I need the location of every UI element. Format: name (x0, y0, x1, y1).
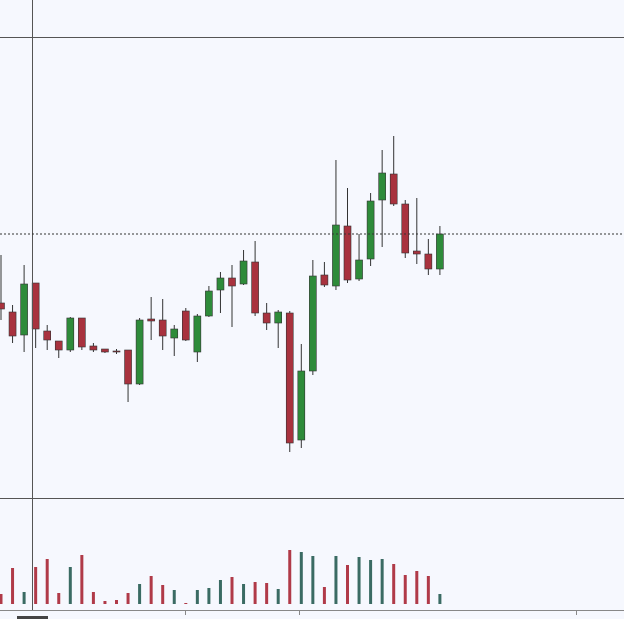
volume-bar (288, 550, 292, 604)
volume-bar (242, 584, 246, 604)
candle-body (355, 259, 363, 280)
volume-bar (161, 585, 165, 604)
candle-body (332, 224, 340, 287)
candle-body (8, 311, 17, 337)
candle-body (366, 200, 375, 260)
volume-bar (184, 603, 188, 604)
volume-bar (426, 576, 430, 604)
candle-body (297, 370, 306, 441)
volume-bar (195, 590, 199, 604)
volume-bar (45, 559, 49, 604)
candle-body (193, 315, 202, 353)
volume-bar (276, 589, 280, 604)
candle-body (182, 310, 190, 341)
candle-body (78, 317, 86, 348)
candle-body (436, 233, 444, 270)
volume-bar (438, 594, 442, 604)
volume-bar (392, 564, 396, 604)
candle-body (239, 260, 248, 285)
candle-body (43, 330, 52, 341)
volume-bar (334, 556, 338, 604)
volume-bar (311, 556, 315, 604)
candle-body (424, 253, 433, 270)
volume-bar (265, 583, 269, 604)
volume-bar (230, 577, 234, 604)
candle-body (412, 250, 421, 255)
candle-body (378, 172, 386, 201)
volume-bar (57, 593, 61, 604)
volume-bar (115, 600, 118, 604)
candle-body (285, 312, 294, 444)
volume-bar (22, 592, 26, 604)
volume-bar (369, 560, 373, 604)
candles (0, 136, 444, 604)
volume-bar (68, 567, 72, 604)
volume-bar (299, 552, 303, 604)
volume-bar (218, 580, 222, 604)
candle-body (309, 275, 317, 372)
candle-body (31, 282, 40, 330)
volume-bar (346, 565, 349, 604)
candle-body (251, 261, 259, 314)
volume-bar (357, 557, 361, 604)
candle-body (320, 274, 329, 286)
volume-bar (11, 568, 15, 604)
volume-bar (80, 555, 84, 604)
candle-body (228, 277, 236, 287)
volume-bar (138, 584, 142, 604)
volume-bar (403, 575, 407, 604)
candle-body (401, 203, 410, 254)
candle-body (66, 317, 75, 351)
volume-bar (103, 601, 107, 604)
volume-bar (91, 592, 95, 604)
candle-body (135, 319, 144, 385)
candle-body (343, 225, 352, 281)
scroll-handle[interactable] (17, 616, 48, 619)
candle-body (101, 348, 109, 353)
candle-body (205, 290, 213, 317)
volume-bar (34, 567, 38, 604)
candle-body (274, 311, 283, 324)
volume-bar (149, 576, 153, 604)
candle-body (124, 349, 132, 385)
volume-bar (380, 559, 384, 604)
volume-bar (253, 582, 257, 604)
candle-body (0, 302, 5, 310)
volume-bar (172, 590, 176, 604)
candle-body (20, 283, 28, 336)
volume-bar (126, 593, 130, 604)
candle-body (389, 173, 398, 205)
candle-body (54, 340, 63, 351)
candle-body (262, 312, 271, 324)
candle-body (158, 319, 167, 337)
volume-bar (322, 587, 326, 604)
candle-body (170, 328, 179, 339)
candle-body (112, 350, 121, 353)
candle-body (147, 318, 155, 322)
volume-bar (207, 588, 211, 604)
volume-bar (415, 571, 419, 604)
candle-body (89, 345, 98, 351)
candle-body (216, 277, 225, 291)
volume-bar (0, 594, 3, 604)
